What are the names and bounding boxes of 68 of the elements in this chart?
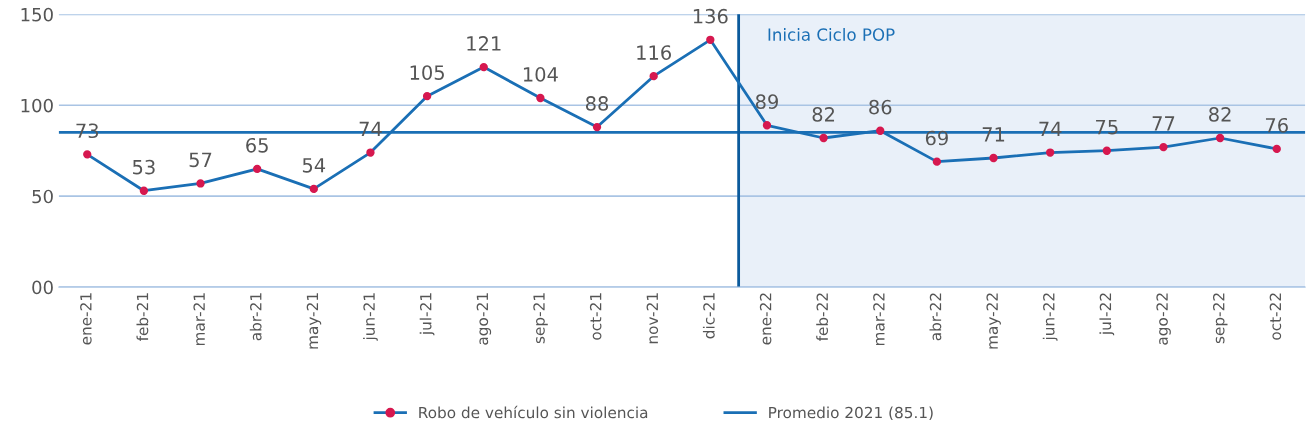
point — [592, 122, 602, 132]
legend-label: Promedio 2021 (85.1) — [769, 406, 933, 421]
data-label: 121 — [467, 36, 501, 51]
data-label: 104 — [523, 67, 558, 82]
data-label: 82 — [812, 107, 835, 122]
point — [1159, 142, 1168, 152]
x-tick-label: mar-21 — [193, 293, 205, 346]
data-label: 54 — [302, 158, 326, 173]
data-label: 53 — [133, 159, 155, 175]
point — [1102, 146, 1111, 155]
data-label: 77 — [1152, 116, 1175, 131]
x-tick-label: feb-22 — [816, 293, 829, 342]
point — [876, 126, 885, 135]
y-tick-label: 100 — [21, 98, 53, 113]
x-tick-label: sep-21 — [533, 293, 548, 344]
data-label: 65 — [246, 137, 268, 153]
point — [479, 62, 488, 72]
x-tick-label: jul-22 — [1099, 293, 1115, 336]
data-label: 82 — [1209, 107, 1231, 122]
x-tick-label: abr-21 — [249, 293, 262, 341]
point — [309, 184, 318, 194]
x-tick-label: may-22 — [986, 293, 1001, 349]
x-tick-label: jul-21 — [419, 293, 435, 336]
point — [1215, 133, 1225, 143]
x-tick-label: mar-22 — [873, 293, 885, 346]
x-tick-label: sep-22 — [1212, 293, 1228, 344]
x-tick-label: oct-21 — [589, 293, 602, 340]
point — [989, 153, 998, 163]
x-tick-label: ene-21 — [80, 293, 92, 345]
data-label: 76 — [1265, 117, 1288, 133]
x-tick-label: ago-21 — [476, 293, 492, 345]
point — [196, 179, 205, 188]
point — [932, 157, 942, 166]
x-tick-label: oct-22 — [1269, 293, 1282, 340]
data-label: 86 — [869, 99, 892, 115]
x-tick-label: jun-21 — [363, 293, 378, 341]
x-tick-label: ene-22 — [759, 293, 772, 345]
data-label: 116 — [637, 45, 671, 60]
x-tick-label: nov-21 — [646, 293, 659, 344]
y-tick-label: 150 — [21, 7, 53, 22]
y-tick-label: 50 — [32, 189, 53, 204]
x-tick-label: feb-21 — [136, 293, 149, 342]
point — [252, 164, 262, 174]
x-tick-label: jun-22 — [1042, 293, 1058, 341]
x-tick-label: abr-22 — [929, 293, 942, 341]
data-label: 136 — [693, 8, 728, 24]
point — [1046, 148, 1055, 157]
point — [536, 93, 545, 103]
legend-label: Robo de vehículo sin violencia — [419, 405, 648, 419]
data-label: 88 — [585, 96, 609, 111]
point — [422, 92, 432, 101]
point — [366, 148, 375, 157]
y-tick-label: 00 — [32, 280, 53, 295]
x-tick-label: dic-21 — [702, 293, 715, 339]
point — [649, 72, 658, 81]
point — [83, 150, 92, 159]
point — [762, 121, 772, 130]
data-label: 105 — [410, 65, 444, 80]
point — [706, 35, 715, 44]
point — [139, 186, 149, 195]
data-label: 57 — [189, 152, 212, 168]
point — [819, 133, 828, 143]
band-label: Inicia Ciclo POP — [768, 27, 895, 41]
x-tick-label: ago-22 — [1156, 293, 1171, 345]
point — [1272, 144, 1281, 154]
data-label: 69 — [925, 130, 948, 146]
data-label: 89 — [755, 94, 778, 109]
x-tick-label: may-21 — [306, 293, 322, 349]
